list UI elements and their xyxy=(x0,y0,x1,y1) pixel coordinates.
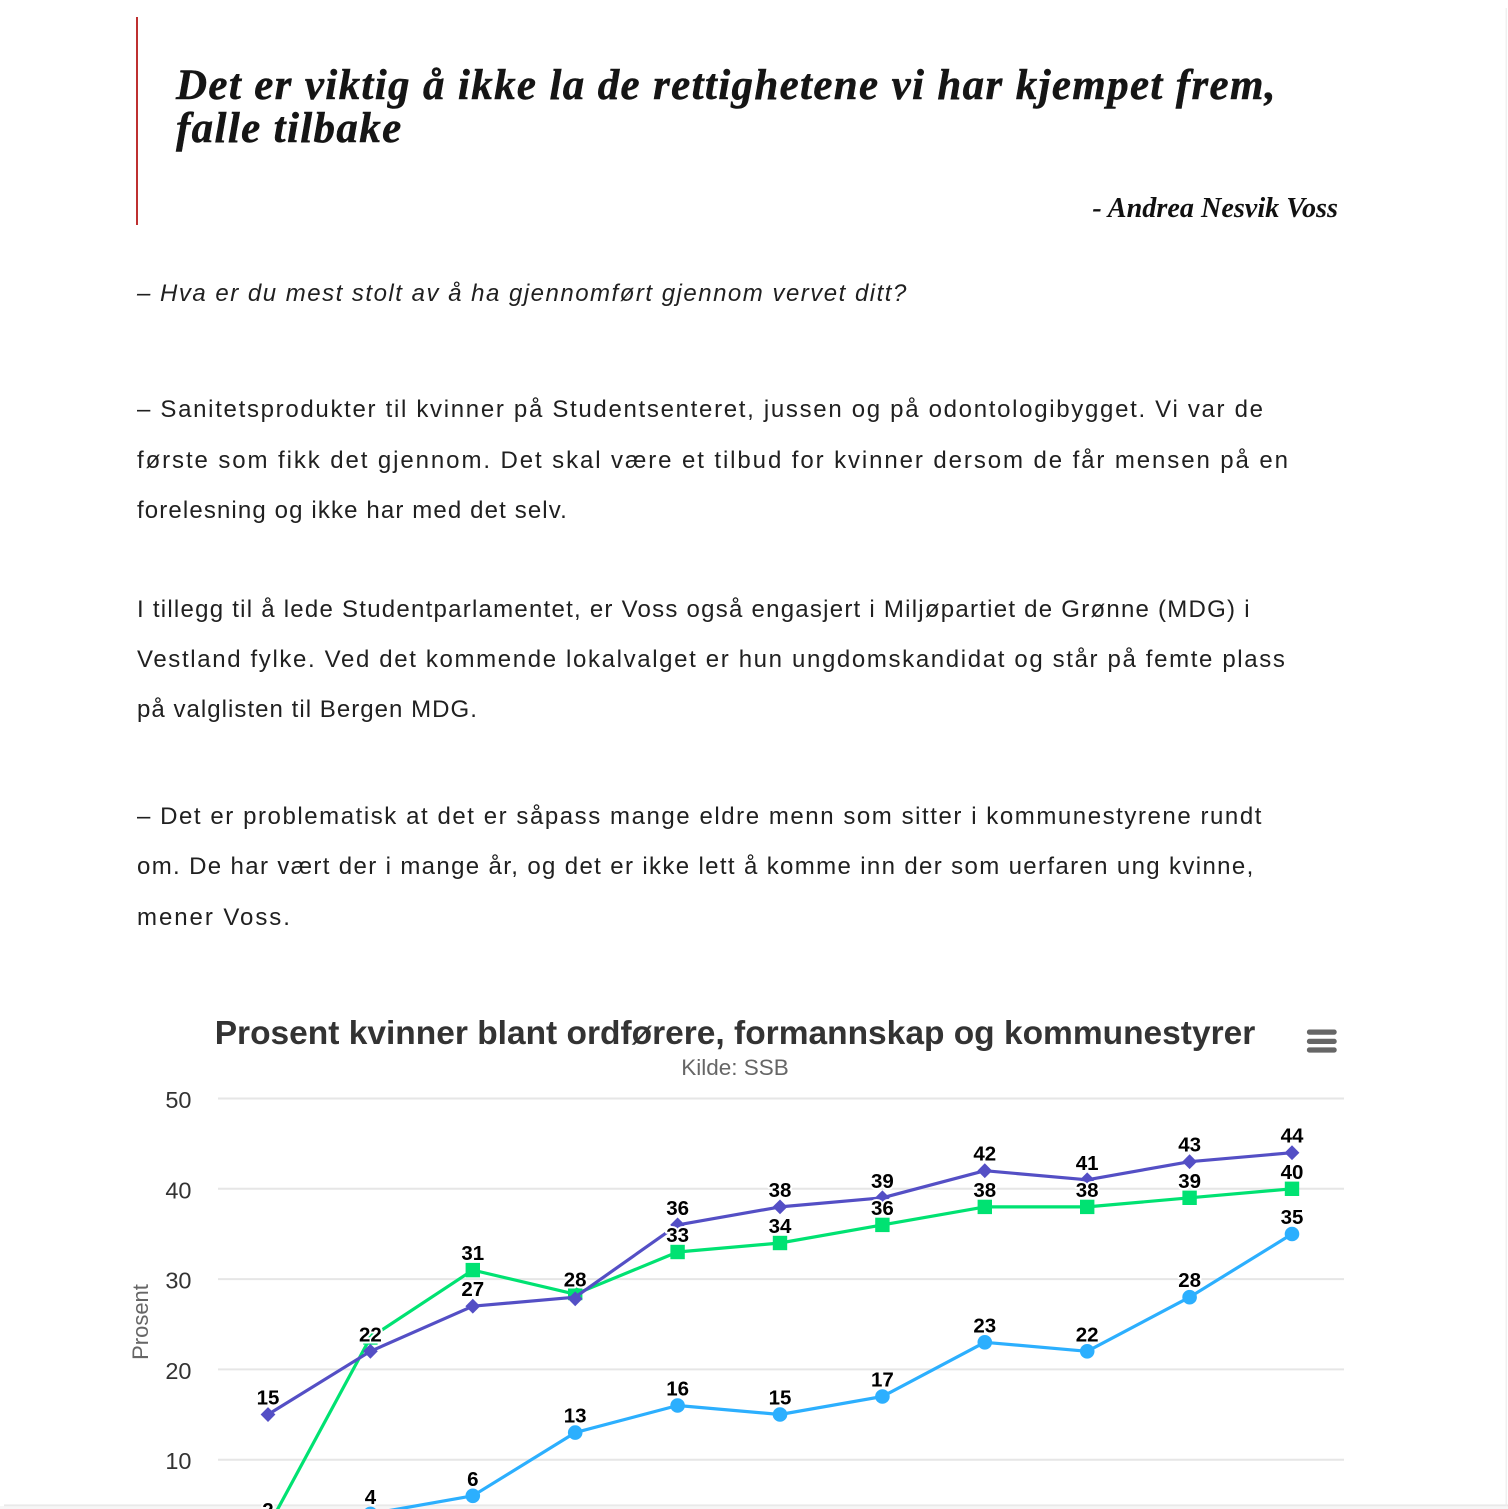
svg-text:38: 38 xyxy=(769,1179,792,1202)
svg-text:39: 39 xyxy=(871,1170,894,1193)
svg-text:27: 27 xyxy=(461,1278,484,1301)
svg-text:36: 36 xyxy=(871,1197,894,1220)
svg-text:Prosent: Prosent xyxy=(128,1284,153,1360)
svg-text:30: 30 xyxy=(165,1268,191,1294)
svg-text:39: 39 xyxy=(1178,1170,1201,1193)
svg-text:15: 15 xyxy=(257,1387,280,1410)
svg-text:31: 31 xyxy=(461,1242,484,1265)
svg-text:Prosent kvinner blant ordfører: Prosent kvinner blant ordførere, formann… xyxy=(215,1015,1256,1052)
svg-text:16: 16 xyxy=(666,1378,689,1401)
svg-text:36: 36 xyxy=(666,1197,689,1220)
svg-text:4: 4 xyxy=(365,1486,377,1509)
svg-text:40: 40 xyxy=(1281,1161,1304,1184)
svg-text:40: 40 xyxy=(165,1177,191,1203)
svg-text:20: 20 xyxy=(165,1358,191,1384)
svg-text:38: 38 xyxy=(1076,1179,1099,1202)
svg-text:13: 13 xyxy=(564,1405,587,1428)
svg-text:17: 17 xyxy=(871,1369,894,1392)
svg-text:Kilde: SSB: Kilde: SSB xyxy=(681,1055,789,1080)
svg-text:41: 41 xyxy=(1076,1152,1099,1175)
svg-text:2: 2 xyxy=(262,1499,273,1509)
svg-text:22: 22 xyxy=(1076,1323,1099,1346)
svg-text:23: 23 xyxy=(973,1314,996,1337)
svg-text:42: 42 xyxy=(973,1143,996,1166)
svg-text:34: 34 xyxy=(769,1215,792,1238)
svg-text:38: 38 xyxy=(973,1179,996,1202)
svg-text:44: 44 xyxy=(1281,1125,1304,1148)
svg-text:6: 6 xyxy=(467,1468,478,1491)
svg-text:10: 10 xyxy=(165,1448,191,1474)
svg-text:43: 43 xyxy=(1178,1134,1201,1157)
svg-text:28: 28 xyxy=(564,1268,587,1291)
svg-text:28: 28 xyxy=(1178,1269,1201,1292)
svg-text:35: 35 xyxy=(1281,1206,1304,1229)
svg-text:50: 50 xyxy=(165,1087,191,1113)
svg-text:33: 33 xyxy=(666,1224,689,1247)
svg-text:15: 15 xyxy=(769,1387,792,1410)
svg-text:22: 22 xyxy=(359,1323,382,1346)
